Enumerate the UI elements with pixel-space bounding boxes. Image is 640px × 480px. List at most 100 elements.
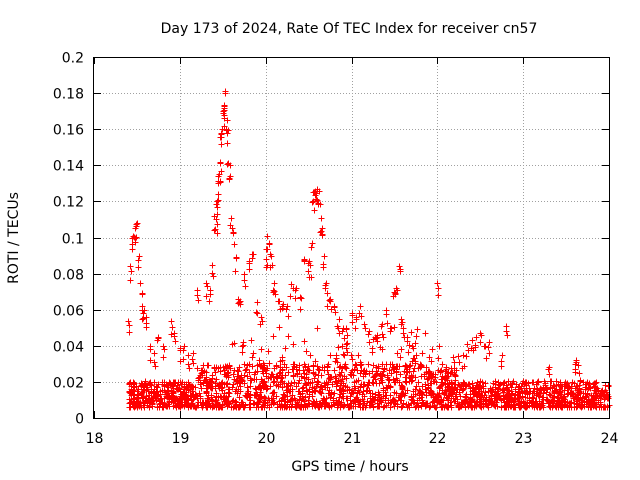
data-point — [168, 318, 175, 325]
baseline-point — [387, 383, 394, 390]
baseline-point — [551, 393, 558, 400]
data-point — [266, 241, 273, 248]
baseline-point — [271, 378, 278, 385]
baseline-point — [331, 401, 338, 408]
data-point — [306, 274, 313, 281]
data-point — [215, 197, 222, 204]
data-point — [451, 359, 458, 366]
baseline-point — [557, 389, 564, 396]
baseline-point — [199, 404, 206, 411]
baseline-point — [138, 380, 145, 387]
data-point — [387, 328, 394, 335]
baseline-point — [239, 343, 246, 350]
data-point — [305, 268, 312, 275]
baseline-point — [561, 387, 568, 394]
baseline-point — [221, 367, 228, 374]
baseline-point — [170, 399, 177, 406]
baseline-point — [225, 393, 232, 400]
baseline-point — [369, 379, 376, 386]
data-point — [171, 333, 178, 340]
data-point — [213, 201, 220, 208]
baseline-point — [439, 379, 446, 386]
baseline-point — [381, 366, 388, 373]
baseline-point — [156, 398, 163, 405]
baseline-point — [453, 391, 460, 398]
baseline-point — [264, 399, 271, 406]
baseline-point — [164, 382, 171, 389]
data-point — [477, 339, 484, 346]
baseline-point — [567, 400, 574, 407]
baseline-point — [382, 389, 389, 396]
data-point — [236, 299, 243, 306]
data-point — [498, 363, 505, 370]
data-point — [288, 281, 295, 288]
baseline-point — [287, 397, 294, 404]
baseline-point — [279, 395, 286, 402]
baseline-point — [533, 398, 540, 405]
baseline-point — [543, 396, 550, 403]
baseline-point — [597, 395, 604, 402]
data-point — [134, 220, 141, 227]
data-point — [577, 377, 584, 384]
data-point — [242, 283, 249, 290]
data-point — [321, 253, 328, 260]
data-point — [307, 262, 314, 269]
baseline-point — [151, 386, 158, 393]
data-point — [258, 314, 265, 321]
baseline-point — [260, 370, 267, 377]
baseline-point — [331, 367, 338, 374]
baseline-point — [380, 404, 387, 411]
baseline-point — [310, 398, 317, 405]
baseline-point — [393, 390, 400, 397]
baseline-point — [598, 403, 605, 410]
baseline-point — [467, 398, 474, 405]
data-point — [210, 273, 217, 280]
baseline-point — [426, 354, 433, 361]
baseline-point — [301, 338, 308, 345]
baseline-point — [517, 400, 524, 407]
data-point — [369, 349, 376, 356]
baseline-point — [299, 385, 306, 392]
baseline-point — [277, 369, 284, 376]
data-point — [283, 306, 290, 313]
baseline-point — [225, 374, 232, 381]
baseline-point — [424, 400, 431, 407]
baseline-point — [591, 383, 598, 390]
baseline-point — [244, 373, 251, 380]
data-point — [268, 253, 275, 260]
baseline-point — [342, 364, 349, 371]
data-point — [226, 176, 233, 183]
baseline-point — [239, 349, 246, 356]
baseline-point — [261, 394, 268, 401]
baseline-point — [151, 379, 158, 386]
baseline-point — [523, 402, 530, 409]
baseline-point — [344, 349, 351, 356]
baseline-point — [445, 383, 452, 390]
baseline-point — [508, 403, 515, 410]
baseline-point — [440, 397, 447, 404]
baseline-point — [381, 403, 388, 410]
baseline-point — [495, 385, 502, 392]
data-point — [233, 255, 240, 262]
data-point — [443, 374, 450, 381]
baseline-point — [182, 391, 189, 398]
baseline-point — [257, 395, 264, 402]
baseline-point — [344, 387, 351, 394]
baseline-point — [576, 388, 583, 395]
baseline-point — [350, 403, 357, 410]
baseline-point — [276, 324, 283, 331]
data-point — [373, 335, 380, 342]
data-point — [195, 297, 202, 304]
baseline-point — [161, 400, 168, 407]
baseline-point — [352, 362, 359, 369]
baseline-point — [496, 382, 503, 389]
data-point — [224, 140, 231, 147]
data-point — [499, 352, 506, 359]
baseline-point — [295, 388, 302, 395]
baseline-point — [212, 369, 219, 376]
baseline-point — [290, 372, 297, 379]
baseline-point — [220, 364, 227, 371]
data-point — [169, 324, 176, 331]
baseline-point — [143, 387, 150, 394]
data-point — [309, 240, 316, 247]
